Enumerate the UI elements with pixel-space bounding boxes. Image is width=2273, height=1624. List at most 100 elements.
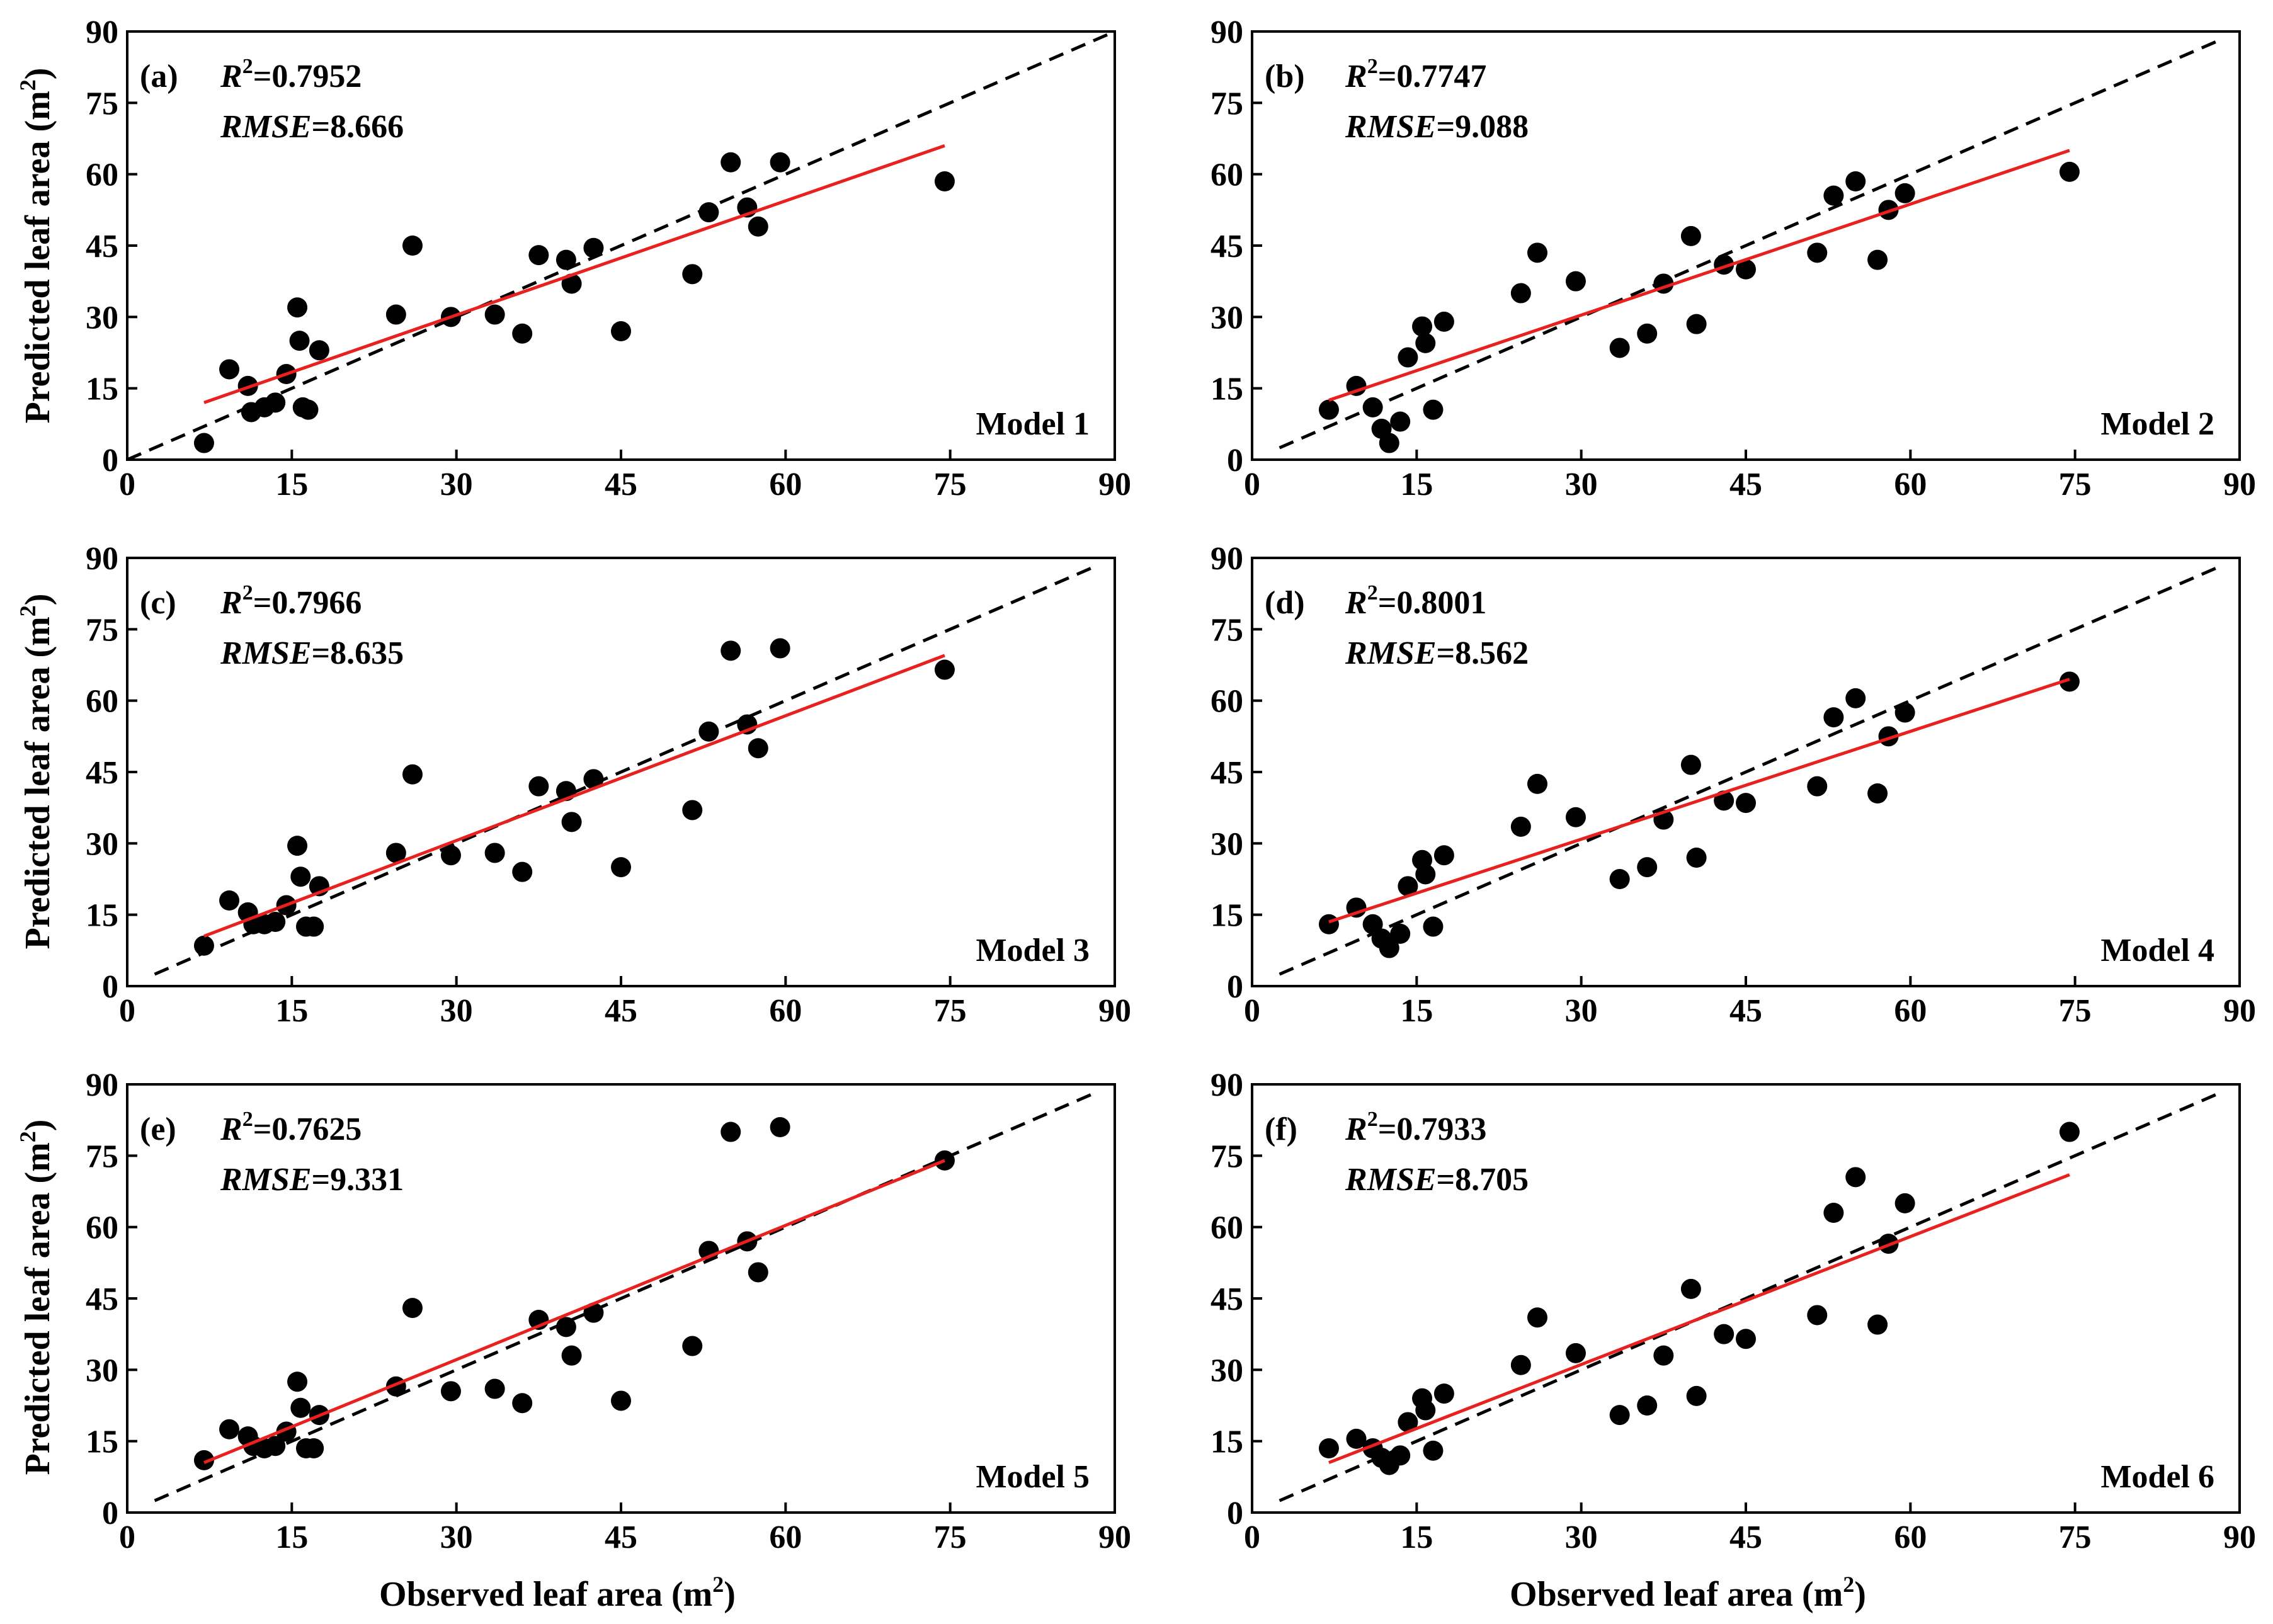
rmse-symbol: RMSE [220,1162,312,1198]
x-tick-label: 90 [1098,467,1131,503]
x-tick-label: 60 [1894,1519,1927,1555]
x-tick-label: 45 [1729,1519,1762,1555]
y-axis-title-row3: Predicted leaf area (m2) [15,1120,57,1475]
panel-label: (e) [140,1111,176,1147]
data-point [1390,923,1411,944]
x-tick-label: 15 [275,1519,308,1555]
data-point [193,935,214,956]
x-tick-label: 0 [119,993,135,1029]
model-label: Model 2 [2100,406,2214,442]
data-point [1318,914,1339,934]
rmse-symbol: RMSE [1345,1162,1437,1198]
data-point [528,245,549,266]
rmse-value: =8.635 [312,635,404,671]
y-tick-label: 0 [102,443,118,479]
rmse-value: =9.331 [312,1162,404,1198]
data-point [1894,183,1915,203]
x-tick-label: 45 [1729,467,1762,503]
data-point [1867,783,1888,803]
data-point [528,776,549,797]
data-point [1637,857,1658,878]
data-point [748,738,768,759]
data-point [1565,1343,1586,1363]
data-point [748,216,768,237]
panel-label: (b) [1265,59,1305,94]
data-point [1510,1354,1531,1375]
data-point [682,1336,703,1356]
data-point [561,273,582,294]
y-tick-label: 60 [1211,684,1243,720]
x-tick-label: 15 [275,467,308,503]
y-axis-title-row1: Predicted leaf area (m2) [15,68,57,424]
rmse-symbol: RMSE [1345,635,1437,671]
y-tick-label: 90 [86,541,118,577]
data-point [1686,848,1707,868]
x-tick-label: 15 [1400,993,1433,1029]
y-tick-label: 15 [1211,372,1243,407]
data-point [1637,323,1658,344]
x-tick-label: 45 [605,993,637,1029]
model-label: Model 1 [976,406,1090,442]
y-tick-label: 45 [86,755,118,791]
x-tick-label: 90 [2223,993,2256,1029]
data-point [290,866,311,887]
rmse-annotation: RMSE=8.666 [220,109,404,145]
data-point [287,836,308,856]
y-tick-label: 0 [1227,443,1243,479]
data-point [1565,807,1586,827]
data-point [512,1393,533,1414]
x-tick-label: 90 [2223,1519,2256,1555]
r2-symbol: R [220,585,242,621]
y-tick-label: 90 [86,14,118,50]
data-point [1433,1383,1454,1404]
x-tick-label: 75 [2059,467,2092,503]
y-tick-label: 30 [1211,1353,1243,1388]
data-point [1433,845,1454,866]
fit-line [203,1159,945,1464]
fit-line [203,654,945,938]
x-axis-title-left: Observed leaf area (m2) [379,1572,736,1614]
r2-exponent: 2 [1367,581,1378,605]
y-tick-label: 75 [86,612,118,648]
panel-label: (a) [140,59,178,94]
y-tick-label: 30 [1211,300,1243,336]
data-point [1736,1329,1756,1349]
data-point [287,1371,308,1392]
one-to-one-line [1279,564,2224,976]
data-point [1565,271,1586,292]
data-point [1894,702,1915,723]
y-tick-label: 15 [1211,1424,1243,1460]
y-tick-label: 30 [86,300,118,336]
data-point [1510,816,1531,837]
data-point [770,1117,790,1137]
data-point [1510,283,1531,304]
data-point [304,1438,324,1458]
rmse-value: =8.562 [1437,635,1529,671]
x-tick-label: 45 [1729,993,1762,1029]
data-point [1379,938,1399,958]
data-point [1398,1412,1418,1433]
y-tick-label: 90 [1211,541,1243,577]
y-tick-label: 75 [1211,612,1243,648]
data-point [1807,242,1828,263]
data-point [309,340,329,361]
r2-exponent: 2 [242,1108,253,1131]
r2-exponent: 2 [242,55,253,78]
x-tick-label: 75 [934,467,967,503]
data-point [1609,338,1630,358]
data-point [698,721,719,742]
x-tick-label: 75 [934,993,967,1029]
x-axis-title-right: Observed leaf area (m2) [1510,1572,1866,1614]
data-point [440,1381,461,1402]
data-point [1346,1428,1367,1449]
x-tick-label: 75 [2059,993,2092,1029]
r2-value: =0.7933 [1378,1111,1487,1147]
x-tick-label: 30 [440,993,473,1029]
data-point [484,1378,505,1399]
y-axis-title-row2: Predicted leaf area (m2) [15,594,57,950]
y-tick-label: 30 [86,1353,118,1388]
